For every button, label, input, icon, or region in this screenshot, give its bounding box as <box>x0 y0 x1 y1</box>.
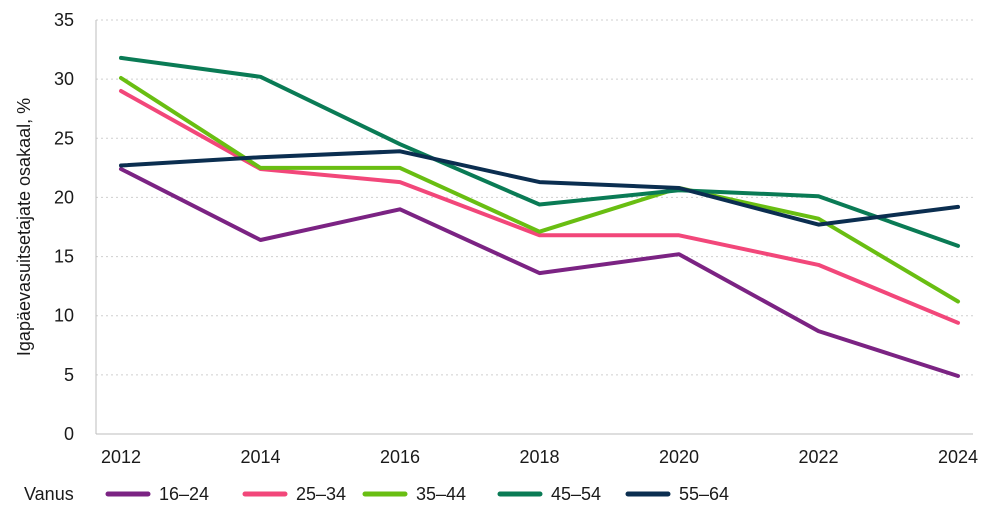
legend-label: 25–34 <box>296 484 346 504</box>
series-lines <box>119 55 960 378</box>
legend-label: 45–54 <box>551 484 601 504</box>
x-tick-label: 2016 <box>380 447 420 467</box>
series-line-16–24 <box>119 167 960 378</box>
series-line-55–64 <box>119 149 960 227</box>
y-tick-label: 20 <box>54 187 74 207</box>
legend-title: Vanus <box>24 484 74 504</box>
legend: Vanus 16–24 25–34 35–44 45–54 55–64 <box>24 484 729 504</box>
series-line-45–54 <box>119 55 960 248</box>
x-tick-label: 2024 <box>938 447 978 467</box>
series-line-35–44 <box>119 76 960 304</box>
y-tick-label: 35 <box>54 10 74 30</box>
legend-label: 16–24 <box>159 484 209 504</box>
x-tick-label: 2014 <box>240 447 280 467</box>
x-tick-label: 2012 <box>101 447 141 467</box>
series-line-25–34 <box>119 89 960 325</box>
y-tick-label: 15 <box>54 247 74 267</box>
y-tick-label: 0 <box>64 424 74 444</box>
y-tick-label: 25 <box>54 128 74 148</box>
legend-label: 35–44 <box>416 484 466 504</box>
x-tick-label: 2018 <box>519 447 559 467</box>
x-tick-label: 2022 <box>798 447 838 467</box>
y-tick-label: 10 <box>54 306 74 326</box>
axes <box>95 20 973 435</box>
y-tick-label: 5 <box>64 365 74 385</box>
y-tick-label: 30 <box>54 69 74 89</box>
y-axis-title: Igapäevasuitsetajate osakaal, % <box>14 98 34 356</box>
legend-label: 55–64 <box>679 484 729 504</box>
y-tick-labels: 0 5 10 15 20 25 30 35 <box>54 10 74 444</box>
x-tick-label: 2020 <box>659 447 699 467</box>
x-tick-labels: 2012 2014 2016 2018 2020 2022 2024 <box>101 447 978 467</box>
